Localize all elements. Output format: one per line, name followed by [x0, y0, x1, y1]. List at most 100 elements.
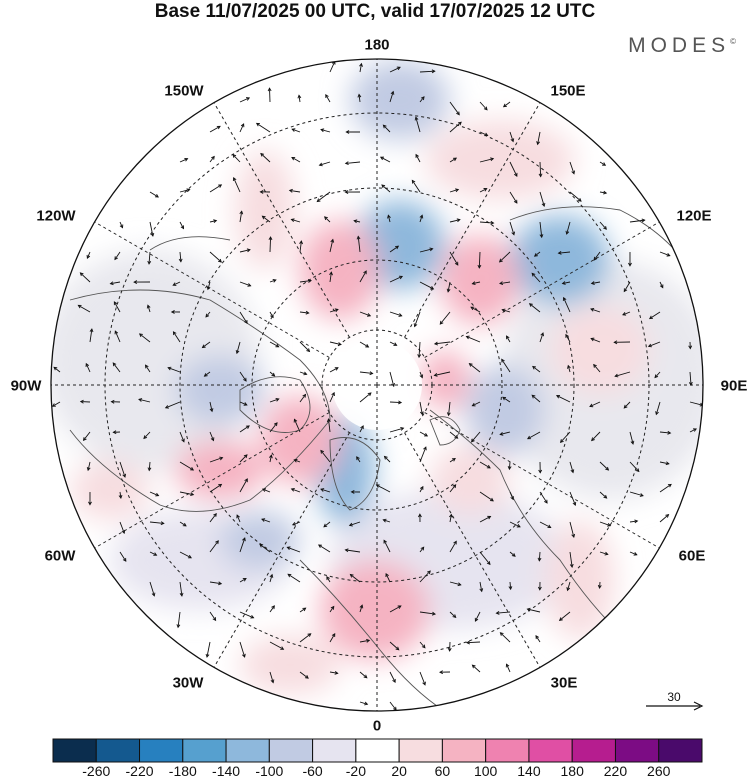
wind-arrow: [471, 401, 481, 407]
wind-arrow: [383, 539, 391, 553]
wind-arrow: [389, 371, 395, 388]
wind-arrow: [449, 157, 458, 163]
wind-arrow: [499, 632, 511, 643]
wind-arrow: [569, 161, 576, 175]
wind-arrow: [536, 131, 541, 146]
colorbar-tick-label: -260: [82, 763, 111, 779]
wind-arrow: [593, 251, 601, 261]
wind-arrow: [468, 363, 481, 373]
wind-arrow: [381, 184, 391, 193]
wind-arrow: [419, 247, 434, 253]
colorbar-tick-label: -180: [168, 763, 197, 779]
wind-arrow: [439, 311, 451, 325]
wind-arrow: [325, 94, 331, 103]
wind-arrow: [613, 340, 631, 345]
wind-arrow: [509, 551, 516, 557]
lon-label-90e: 90E: [720, 377, 748, 395]
wind-arrow: [239, 311, 248, 325]
colorbar-tick-label: -100: [255, 763, 284, 779]
wind-arrow: [288, 188, 301, 193]
wind-arrow: [419, 485, 424, 493]
wind-arrow: [599, 491, 608, 499]
wind-arrow: [359, 270, 367, 283]
wind-arrow: [209, 125, 221, 133]
wind-arrow: [499, 281, 511, 286]
brand-mark: ©: [730, 37, 736, 46]
wind-arrow: [209, 251, 222, 263]
colorbar-tick-label: 100: [473, 763, 498, 779]
wind-arrow: [209, 184, 223, 193]
wind-arrow: [239, 97, 251, 103]
wind-arrow: [648, 311, 661, 320]
lon-label-60e: 60E: [678, 547, 706, 565]
wind-arrow: [89, 328, 94, 343]
wind-arrow: [345, 130, 361, 134]
wind-arrow: [329, 391, 335, 403]
wind-arrow: [206, 281, 211, 291]
wind-arrow: [138, 333, 151, 343]
wind-arrow: [357, 93, 362, 103]
lon-label-120w: 120W: [36, 207, 76, 225]
wind-arrow: [449, 611, 457, 619]
wind-arrow: [119, 551, 127, 562]
wind-arrow: [179, 461, 195, 471]
wind-arrow: [203, 371, 211, 377]
wind-arrow: [109, 281, 121, 286]
wind-arrow: [555, 394, 571, 403]
wind-arrow: [329, 633, 336, 643]
wind-arrow: [239, 611, 255, 619]
wind-arrow: [179, 491, 195, 497]
wind-arrow: [506, 335, 511, 343]
brand-text: MODES: [628, 34, 731, 57]
wind-arrow: [559, 431, 571, 443]
wind-arrow: [53, 366, 61, 373]
colorbar-tick-label: -20: [345, 763, 366, 779]
wind-arrow: [629, 551, 638, 556]
wind-arrow: [623, 401, 631, 409]
wind-arrow: [144, 364, 151, 373]
wind-arrow: [569, 491, 577, 506]
wind-arrow: [629, 431, 635, 445]
wind-arrow: [318, 161, 331, 167]
wind-arrow: [565, 221, 571, 235]
wind-arrow: [479, 188, 488, 193]
wind-arrow: [535, 635, 541, 643]
wind-arrow: [389, 90, 395, 103]
wind-arrow: [622, 311, 631, 316]
wind-arrow: [599, 190, 608, 195]
wind-arrow: [389, 671, 396, 683]
wind-arrow: [235, 341, 241, 355]
wind-arrow: [449, 484, 457, 493]
wind-vectors: [51, 60, 703, 711]
wind-arrow: [176, 611, 181, 629]
wind-arrow: [344, 548, 361, 553]
wind-arrow: [299, 671, 309, 679]
wind-arrow: [389, 641, 400, 651]
wind-arrow: [538, 161, 543, 178]
wind-arrow: [138, 398, 151, 403]
wind-arrow: [324, 216, 331, 223]
wind-arrow: [417, 341, 422, 359]
wind-arrow: [537, 581, 542, 591]
wind-arrow: [205, 311, 211, 318]
wind-arrow: [261, 518, 271, 523]
wind-arrow: [419, 69, 436, 74]
wind-arrow: [539, 191, 546, 207]
wind-arrow: [629, 491, 644, 497]
wind-arrow: [133, 280, 151, 285]
wind-arrow: [323, 521, 331, 528]
wind-arrow: [479, 551, 491, 566]
wind-arrow: [385, 572, 391, 583]
wind-arrow: [255, 122, 271, 133]
wind-arrow: [479, 581, 484, 593]
wind-arrow: [329, 308, 339, 313]
wind-arrow: [533, 251, 541, 257]
colorbar-tick-label: 20: [391, 763, 407, 779]
wind-arrow: [479, 157, 495, 163]
wind-arrow: [88, 491, 92, 506]
wind-arrow: [269, 671, 275, 684]
wind-arrow: [299, 371, 308, 376]
wind-arrow: [299, 310, 310, 315]
wind-arrow: [590, 337, 601, 343]
wind-arrow: [599, 521, 612, 527]
